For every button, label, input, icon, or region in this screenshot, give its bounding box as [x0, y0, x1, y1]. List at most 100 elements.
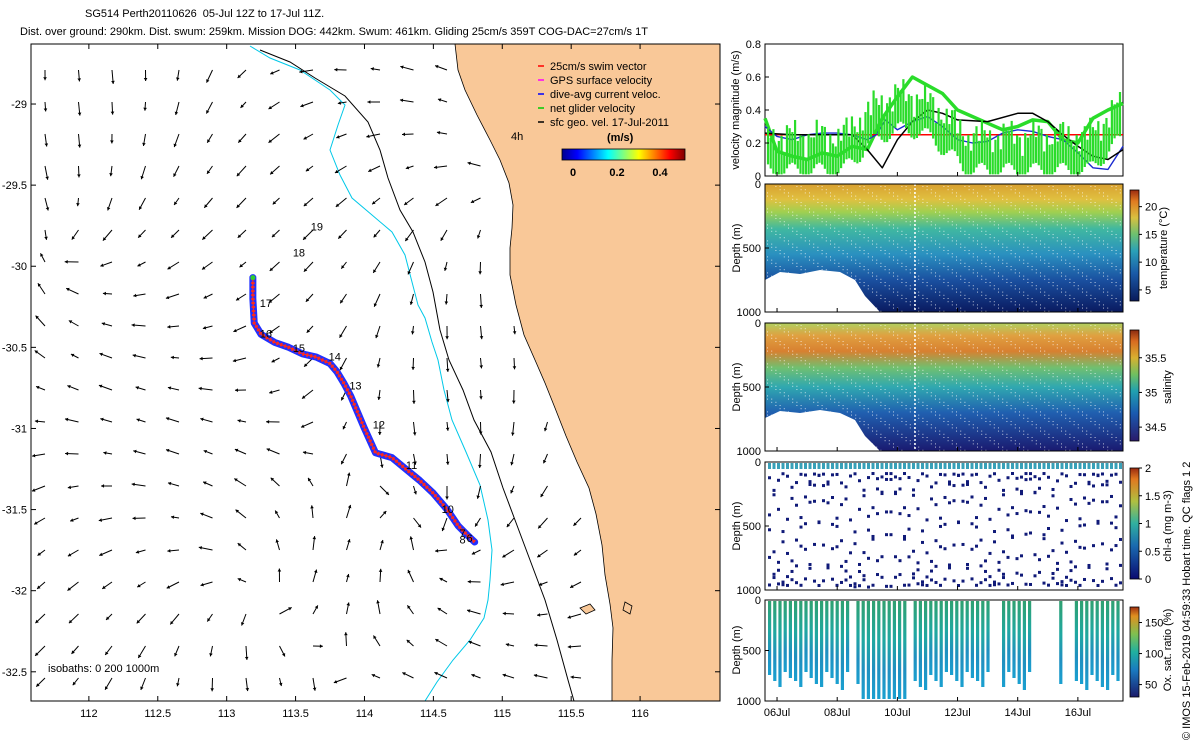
profile-sample: [834, 227, 836, 229]
profile-sample: [981, 350, 983, 352]
profile-sample: [964, 341, 966, 342]
profile-sample: [1103, 430, 1104, 432]
profile-sample: [956, 291, 957, 293]
profile-sample: [905, 205, 907, 207]
profile-sample: [775, 298, 777, 299]
chla-sample: [826, 566, 830, 570]
profile-sample: [918, 430, 920, 432]
profile-sample: [872, 192, 873, 194]
depth-tick-label: 0: [755, 318, 761, 330]
chla-sample: [795, 481, 798, 485]
profile-sample: [989, 344, 991, 346]
profile-sample: [1077, 237, 1079, 239]
profile-sample: [1002, 275, 1004, 277]
profile-sample: [977, 291, 978, 293]
profile-sample: [964, 198, 966, 200]
profile-sample: [821, 269, 823, 271]
profile-sample: [1002, 198, 1004, 200]
chla-sample: [988, 474, 992, 478]
profile-sample: [1090, 218, 1092, 219]
profile-sample: [1002, 262, 1004, 264]
profile-sample: [846, 205, 848, 207]
profile-sample: [851, 414, 852, 416]
profile-sample: [951, 205, 953, 207]
chla-sample: [925, 551, 929, 555]
current-arrowhead: [133, 449, 137, 454]
profile-sample: [867, 344, 869, 346]
profile-sample: [792, 195, 794, 197]
profile-sample: [981, 262, 983, 264]
profile-sample: [1027, 401, 1029, 403]
chla-sample: [948, 501, 951, 505]
profile-sample: [800, 389, 802, 390]
current-arrowhead: [300, 103, 304, 108]
profile-sample: [1086, 278, 1088, 280]
profile-sample: [1006, 353, 1008, 355]
chla-sample: [916, 479, 920, 483]
chla-surface-sample: [1056, 463, 1059, 469]
chla-sample: [885, 477, 888, 481]
profile-sample: [905, 341, 907, 342]
profile-sample: [830, 379, 831, 381]
profile-sample: [956, 379, 957, 381]
profile-sample: [964, 246, 966, 248]
profile-sample: [930, 205, 932, 207]
profile-sample: [947, 221, 949, 223]
profile-sample: [1019, 291, 1020, 293]
profile-sample: [834, 353, 836, 355]
profile-sample: [813, 369, 815, 371]
current-arrowhead: [36, 385, 40, 390]
profile-sample: [1002, 369, 1004, 371]
profile-sample: [825, 344, 827, 346]
profile-sample: [998, 350, 999, 352]
profile-sample: [834, 417, 836, 419]
day-label: 18: [293, 248, 305, 260]
profile-sample: [817, 250, 819, 251]
profile-sample: [1119, 301, 1121, 303]
chla-surface-sample: [835, 463, 839, 469]
profile-sample: [939, 294, 941, 296]
profile-sample: [1086, 334, 1088, 336]
profile-sample: [1052, 250, 1054, 251]
profile-sample: [897, 366, 899, 368]
profile-sample: [800, 250, 802, 251]
profile-sample: [1010, 253, 1012, 255]
profile-sample: [872, 208, 873, 210]
chla-sample: [804, 473, 807, 477]
profile-sample: [863, 202, 865, 203]
profile-sample: [1006, 325, 1008, 326]
profile-sample: [985, 437, 987, 438]
profile-sample: [972, 443, 974, 445]
current-arrowhead: [131, 323, 135, 327]
profile-sample: [981, 278, 983, 280]
profile-sample: [792, 334, 794, 336]
profile-sample: [1107, 433, 1109, 435]
profile-sample: [779, 282, 781, 283]
chla-sample: [1011, 581, 1014, 585]
profile-sample: [851, 272, 852, 274]
profile-sample: [846, 427, 848, 429]
profile-sample: [1006, 198, 1008, 200]
current-arrowhead: [445, 336, 449, 340]
profile-sample: [993, 424, 995, 426]
chla-sample: [799, 544, 803, 548]
current-arrowhead: [35, 652, 39, 656]
profile-sample: [947, 205, 949, 207]
profile-sample: [867, 221, 869, 223]
profile-sample: [867, 331, 869, 333]
profile-sample: [993, 376, 995, 378]
profile-sample: [880, 341, 882, 342]
profile-sample: [863, 360, 865, 362]
profile-sample: [956, 224, 957, 226]
profile-sample: [876, 230, 878, 232]
profile-sample: [884, 237, 886, 239]
profile-sample: [1082, 195, 1083, 197]
profile-sample: [813, 211, 815, 213]
profile-sample: [867, 301, 869, 303]
profile-sample: [851, 256, 852, 258]
profile-sample: [1019, 331, 1020, 333]
profile-sample: [989, 408, 991, 410]
profile-sample: [918, 291, 920, 293]
chla-sample: [781, 540, 785, 544]
current-arrowhead: [303, 268, 308, 272]
